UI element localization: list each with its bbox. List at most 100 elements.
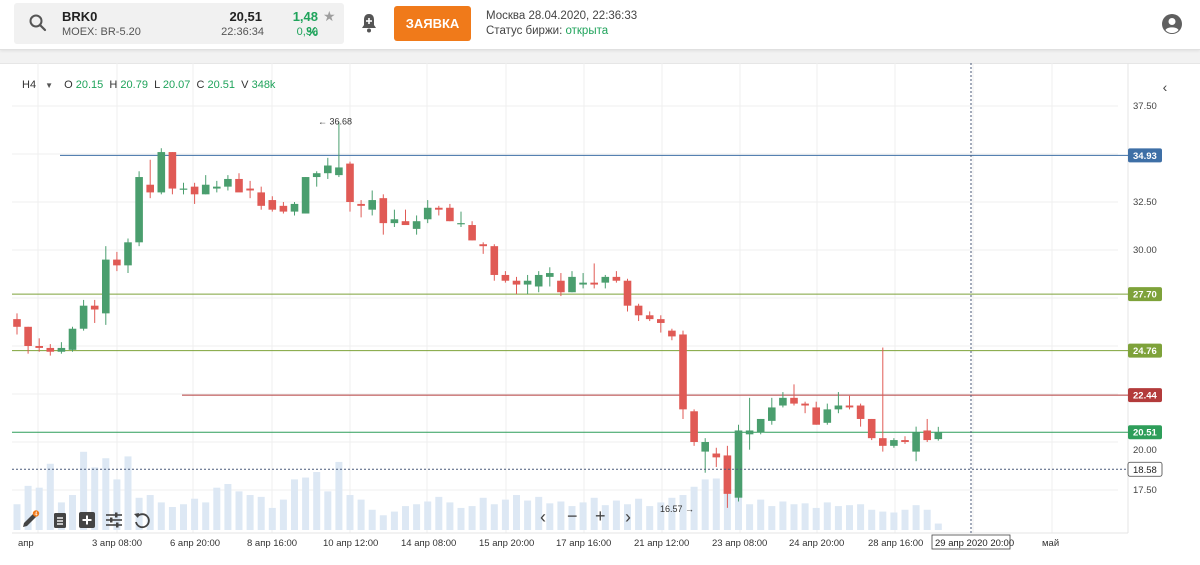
scroll-left-button[interactable]: ‹: [540, 507, 546, 527]
candle-body[interactable]: [856, 405, 865, 419]
candle-body[interactable]: [490, 246, 499, 275]
chevron-down-icon[interactable]: ▼: [45, 81, 54, 90]
user-account-icon[interactable]: [1161, 13, 1183, 35]
interval-selector[interactable]: H4: [22, 79, 37, 91]
candle-body[interactable]: [623, 280, 632, 306]
candle-body[interactable]: [679, 334, 687, 410]
candle-body[interactable]: [357, 203, 365, 206]
candle-body[interactable]: [890, 440, 898, 446]
star-icon[interactable]: ★: [323, 8, 336, 24]
candle-body[interactable]: [812, 407, 820, 425]
candle-body[interactable]: [368, 200, 376, 210]
candle-body[interactable]: [290, 203, 299, 212]
candle-body[interactable]: [268, 200, 277, 210]
search-icon[interactable]: [28, 13, 48, 33]
candle-body[interactable]: [124, 242, 132, 266]
zoom-out-button[interactable]: −: [567, 506, 578, 526]
candle-body[interactable]: [301, 177, 310, 214]
candle-body[interactable]: [867, 418, 876, 439]
collapse-panel-chevron-icon[interactable]: ‹: [1162, 79, 1168, 95]
pencil-icon[interactable]: 4: [20, 510, 40, 530]
list-icon[interactable]: [50, 510, 70, 530]
candle-body[interactable]: [612, 276, 621, 281]
candle-body[interactable]: [379, 198, 388, 224]
candle-body[interactable]: [324, 165, 332, 174]
candle-body[interactable]: [723, 455, 732, 494]
candle-body[interactable]: [468, 225, 476, 241]
candle-body[interactable]: [879, 438, 887, 446]
candle-body[interactable]: [213, 186, 221, 189]
undo-icon[interactable]: [132, 510, 152, 530]
candle-body[interactable]: [657, 319, 665, 323]
candle-body[interactable]: [435, 207, 443, 210]
candle-body[interactable]: [834, 405, 843, 410]
candle-body[interactable]: [279, 205, 288, 212]
candle-body[interactable]: [790, 397, 798, 404]
candle-body[interactable]: [756, 418, 765, 433]
candle-body[interactable]: [823, 409, 832, 423]
candle-body[interactable]: [523, 280, 532, 285]
candle-body[interactable]: [701, 442, 709, 452]
candle-body[interactable]: [423, 207, 432, 220]
candle-body[interactable]: [645, 315, 654, 320]
candle-body[interactable]: [668, 330, 676, 337]
candle-body[interactable]: [590, 282, 598, 285]
candle-body[interactable]: [912, 432, 920, 452]
candle-body[interactable]: [257, 192, 265, 206]
candle-body[interactable]: [412, 221, 421, 229]
candle-body[interactable]: [157, 152, 166, 193]
candle-body[interactable]: [68, 328, 77, 350]
order-button[interactable]: ЗАЯВКА: [394, 6, 471, 41]
candle-body[interactable]: [534, 274, 543, 287]
candle-body[interactable]: [113, 259, 121, 266]
candle-body[interactable]: [923, 430, 931, 441]
candle-body[interactable]: [235, 178, 243, 193]
candle-body[interactable]: [745, 430, 754, 435]
add-indicator-icon[interactable]: [77, 510, 97, 530]
candle-body[interactable]: [501, 274, 510, 281]
candle-body[interactable]: [479, 244, 487, 247]
candle-body[interactable]: [57, 347, 66, 352]
candle-body[interactable]: [845, 405, 854, 408]
candle-body[interactable]: [579, 282, 587, 285]
candle-body[interactable]: [446, 207, 454, 222]
candle-body[interactable]: [557, 280, 565, 293]
instrument-selector[interactable]: BRK0 MOEX: BR-5.20 20,51 22:36:34 1,48 %…: [14, 3, 344, 44]
candle-body[interactable]: [335, 167, 343, 176]
candle-body[interactable]: [102, 259, 110, 314]
add-alert-bell-icon[interactable]: [360, 13, 378, 33]
candle-body[interactable]: [179, 188, 188, 190]
candle-body[interactable]: [146, 184, 154, 193]
candle-body[interactable]: [246, 188, 254, 191]
candle-body[interactable]: [568, 276, 576, 293]
candle-body[interactable]: [90, 305, 99, 310]
zoom-in-button[interactable]: +: [595, 506, 606, 526]
candle-body[interactable]: [201, 184, 210, 195]
settings-sliders-icon[interactable]: [104, 510, 124, 530]
candle-body[interactable]: [401, 221, 410, 226]
candle-body[interactable]: [712, 453, 721, 458]
candle-body[interactable]: [190, 186, 199, 195]
candle-body[interactable]: [801, 403, 809, 406]
candle-body[interactable]: [168, 152, 177, 189]
candle-body[interactable]: [634, 305, 643, 316]
candle-body[interactable]: [768, 407, 776, 421]
candle-body[interactable]: [46, 347, 55, 352]
candle-body[interactable]: [546, 273, 554, 277]
candle-body[interactable]: [312, 173, 321, 178]
candle-body[interactable]: [35, 346, 43, 348]
candle-body[interactable]: [457, 223, 465, 225]
candle-body[interactable]: [224, 178, 232, 187]
candle-body[interactable]: [13, 319, 21, 327]
candle-body[interactable]: [390, 219, 399, 224]
candle-body[interactable]: [512, 280, 521, 285]
price-chart[interactable]: ← 36.68 16.57 → 37.50 32.50 30.00 20.00 17.50 3…: [0, 63, 1200, 565]
candle-body[interactable]: [79, 305, 88, 329]
candle-body[interactable]: [901, 440, 909, 442]
scroll-right-button[interactable]: ›: [625, 507, 631, 527]
candle-body[interactable]: [135, 177, 143, 243]
candle-body[interactable]: [734, 430, 743, 498]
candle-body[interactable]: [690, 411, 698, 442]
candle-body[interactable]: [779, 397, 787, 406]
candle-body[interactable]: [346, 163, 354, 202]
